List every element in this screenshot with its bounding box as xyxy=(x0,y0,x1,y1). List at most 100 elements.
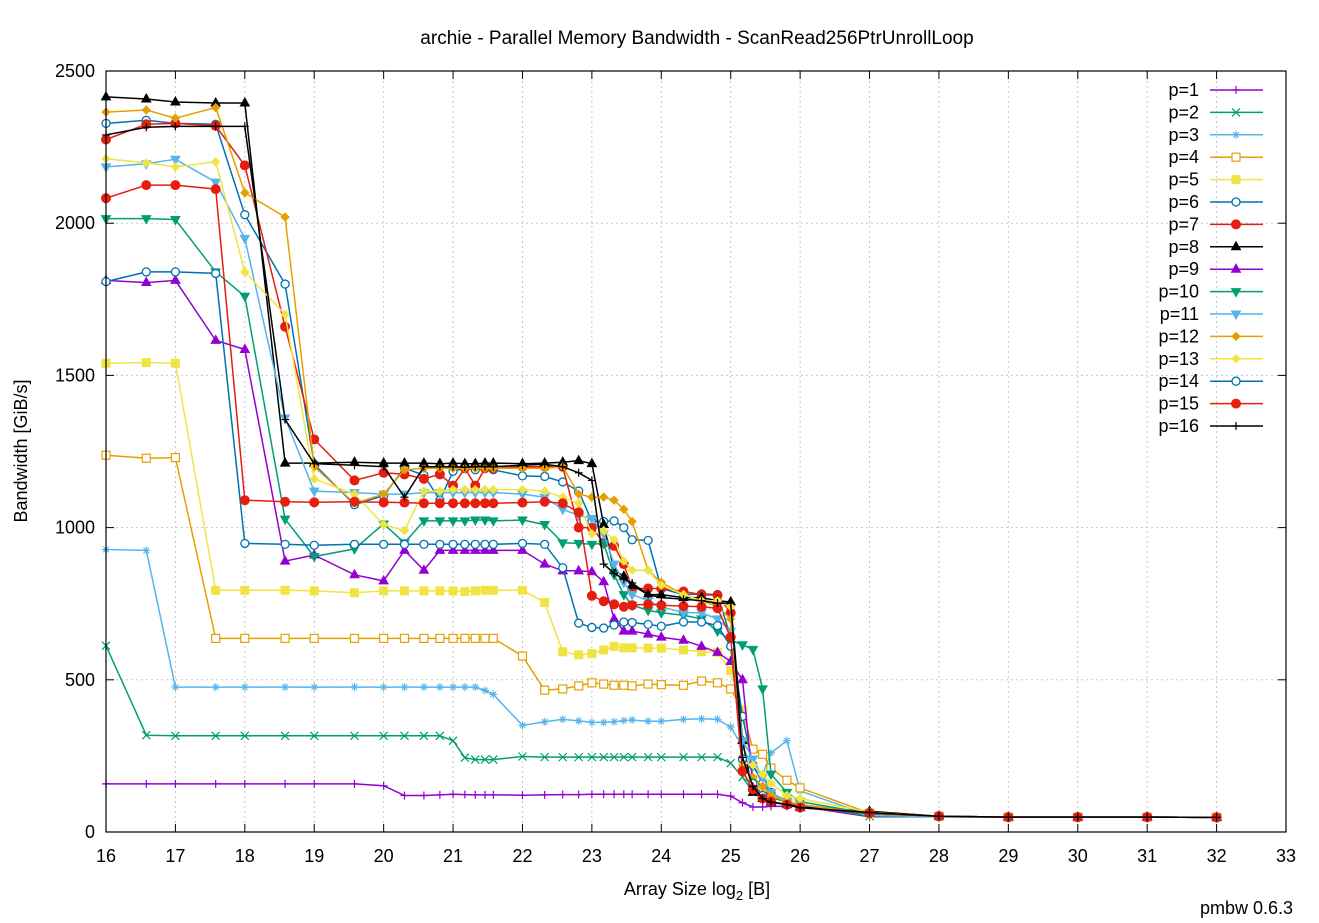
data-point xyxy=(657,717,666,726)
data-point xyxy=(738,753,747,762)
data-point xyxy=(586,590,597,601)
data-point xyxy=(280,731,290,741)
data-point xyxy=(448,736,458,746)
data-point xyxy=(418,473,429,484)
data-point xyxy=(747,645,759,656)
data-point xyxy=(419,539,429,549)
data-point xyxy=(1212,813,1221,822)
data-point xyxy=(459,517,471,527)
data-point xyxy=(865,808,874,817)
data-point xyxy=(587,718,596,727)
data-point xyxy=(1143,813,1152,822)
data-point xyxy=(609,680,619,690)
data-point xyxy=(713,715,722,724)
data-point xyxy=(418,498,429,509)
data-point xyxy=(308,487,320,498)
legend-marker xyxy=(1231,197,1241,207)
data-point xyxy=(573,507,584,518)
data-point xyxy=(479,544,491,554)
data-point xyxy=(599,718,608,727)
data-point xyxy=(1073,813,1082,822)
data-point xyxy=(488,539,498,549)
data-point xyxy=(678,617,689,627)
series-p-14 xyxy=(101,267,1222,823)
data-point xyxy=(141,105,151,115)
legend-marker xyxy=(1232,130,1240,139)
data-point xyxy=(488,633,498,644)
data-point xyxy=(419,633,429,644)
legend-entry: p=5 xyxy=(1168,170,1263,190)
data-point xyxy=(587,752,597,762)
data-point xyxy=(488,484,499,495)
data-point xyxy=(517,516,528,527)
data-point xyxy=(480,484,490,495)
data-point xyxy=(419,462,428,471)
data-point xyxy=(737,641,748,651)
data-point xyxy=(448,539,458,549)
data-point xyxy=(400,493,409,502)
data-point xyxy=(240,731,250,741)
data-point xyxy=(517,484,528,495)
legend-marker xyxy=(1230,263,1242,273)
data-point xyxy=(726,684,736,694)
data-point xyxy=(619,643,629,653)
data-point xyxy=(558,715,567,724)
data-point xyxy=(610,717,619,726)
data-point xyxy=(748,803,757,812)
data-point xyxy=(142,546,151,555)
data-point xyxy=(713,599,722,608)
data-point xyxy=(471,683,480,692)
data-point xyxy=(379,731,389,741)
data-point xyxy=(448,633,458,644)
data-point xyxy=(796,803,805,812)
data-point xyxy=(758,803,767,812)
x-tick-label: 17 xyxy=(165,846,185,866)
data-point xyxy=(679,752,688,762)
data-point xyxy=(713,752,722,762)
data-point xyxy=(627,516,637,527)
data-point xyxy=(643,643,653,653)
data-point xyxy=(281,779,290,788)
data-point xyxy=(171,779,180,788)
data-point xyxy=(726,722,735,731)
data-point xyxy=(171,683,180,692)
legend-entry: p=16 xyxy=(1158,416,1263,436)
data-point xyxy=(448,484,458,495)
data-point xyxy=(309,497,320,508)
data-point xyxy=(656,752,666,762)
data-point xyxy=(540,685,550,695)
data-point xyxy=(679,715,688,724)
data-point xyxy=(619,716,628,725)
data-point xyxy=(400,683,409,692)
data-point xyxy=(628,715,637,724)
data-point xyxy=(379,781,388,790)
data-point xyxy=(141,358,151,368)
data-point xyxy=(309,540,319,550)
data-point xyxy=(142,123,151,132)
data-point xyxy=(488,755,498,764)
data-point xyxy=(782,775,792,785)
data-point xyxy=(210,178,222,189)
chart-title: archie - Parallel Memory Bandwidth - Sca… xyxy=(420,28,973,49)
data-point xyxy=(471,462,480,471)
data-point xyxy=(696,676,707,686)
data-point xyxy=(586,514,598,525)
data-point xyxy=(309,474,319,484)
data-point xyxy=(479,498,490,509)
data-point xyxy=(517,471,528,481)
legend-label: p=6 xyxy=(1168,192,1199,212)
data-point xyxy=(540,539,550,549)
data-point xyxy=(280,539,290,549)
data-point xyxy=(766,798,775,807)
data-point xyxy=(141,453,151,463)
data-point xyxy=(280,496,291,507)
data-point xyxy=(643,565,653,575)
data-point xyxy=(609,620,619,630)
data-point xyxy=(656,680,666,690)
data-point xyxy=(696,640,707,650)
data-point xyxy=(449,683,458,692)
data-point xyxy=(460,587,470,597)
data-point xyxy=(573,454,585,465)
x-tick-label: 27 xyxy=(860,846,880,866)
